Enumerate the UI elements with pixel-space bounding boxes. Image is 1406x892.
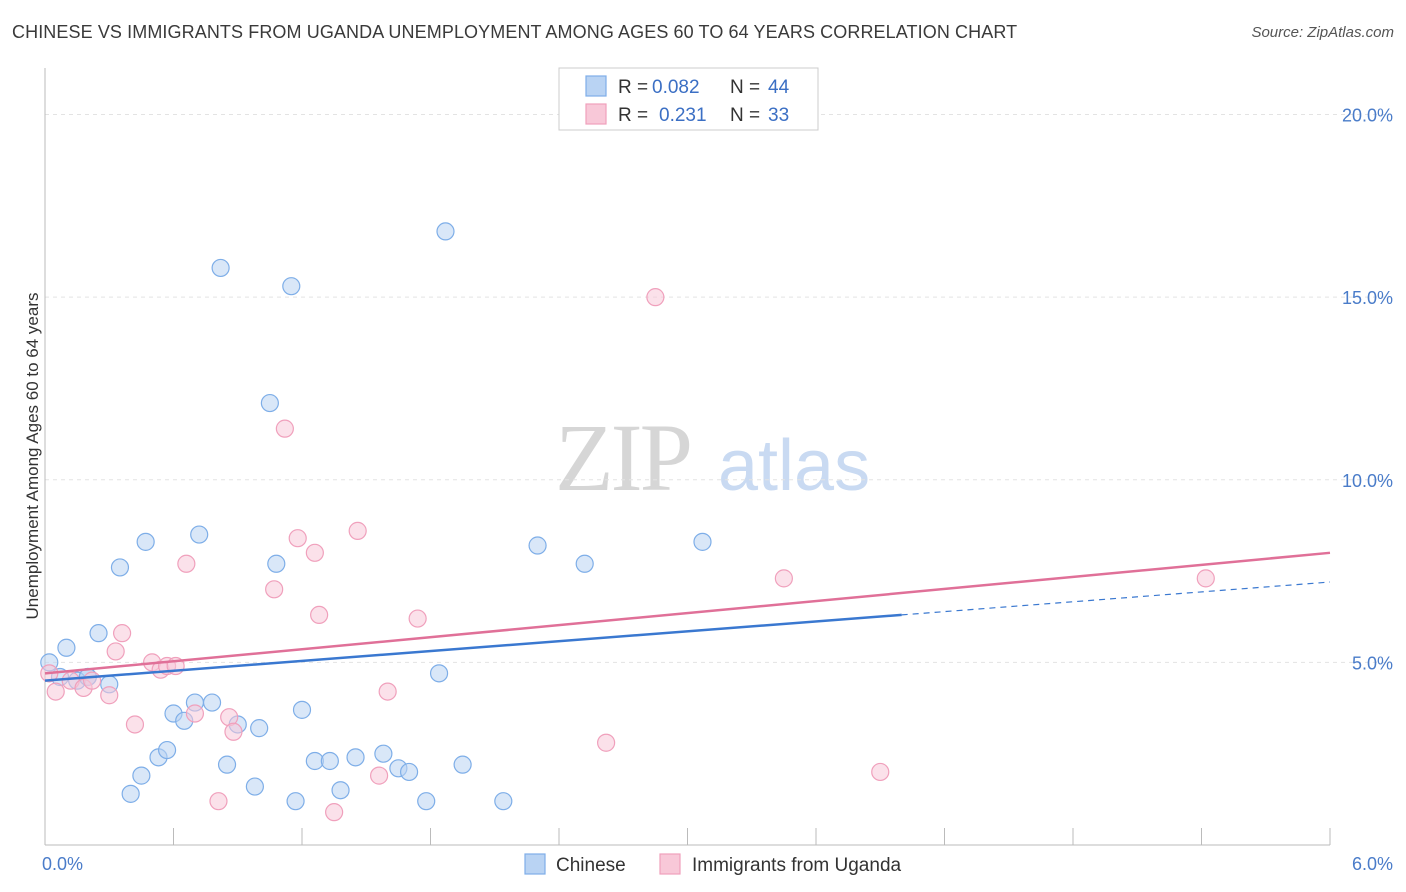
point-uganda-25 [370, 766, 389, 785]
legend-n-label-2: N = [730, 105, 760, 126]
point-chinese-9 [132, 766, 151, 785]
point-uganda-20 [288, 529, 307, 548]
point-uganda-19 [275, 419, 294, 438]
point-chinese-30 [331, 781, 350, 800]
point-chinese-36 [429, 664, 449, 683]
point-uganda-26 [378, 682, 397, 701]
point-uganda-6 [106, 642, 125, 661]
legend-n-label-1: N = [730, 77, 760, 98]
legend-n-value-2: 33 [768, 105, 789, 126]
bottom-legend-label-uganda: Immigrants from Uganda [692, 855, 902, 876]
point-chinese-23 [260, 393, 279, 413]
grid-lines [45, 114, 1390, 663]
point-chinese-37 [436, 222, 455, 241]
legend-n-value-1: 44 [768, 77, 790, 98]
point-chinese-39 [494, 792, 513, 811]
point-chinese-38 [453, 755, 472, 774]
point-chinese-17 [202, 693, 222, 712]
series-legend: Chinese Immigrants from Uganda [524, 853, 902, 876]
point-uganda-24 [348, 521, 367, 540]
legend-swatch-chinese [585, 75, 607, 97]
y-tick-label-0: 5.0% [1352, 653, 1393, 673]
point-uganda-7 [112, 624, 132, 643]
point-chinese-16 [190, 525, 209, 544]
watermark-zip: ZIP [555, 404, 690, 511]
point-chinese-21 [245, 777, 264, 796]
point-chinese-19 [217, 755, 237, 774]
x-tick-labels: 0.0% 6.0% [42, 854, 1393, 874]
point-chinese-27 [292, 700, 312, 719]
point-chinese-8 [121, 784, 140, 803]
y-tick-labels: 5.0% 10.0% 15.0% 20.0% [1342, 106, 1393, 674]
point-chinese-5 [89, 624, 108, 643]
point-chinese-32 [374, 744, 393, 763]
correlation-legend: R = 0.082 N = 44 R = 0.231 N = 33 [558, 67, 819, 131]
point-chinese-18 [211, 258, 230, 278]
point-chinese-10 [136, 532, 155, 551]
x-tick-label-1: 6.0% [1352, 854, 1393, 874]
trend-chinese-extension [901, 581, 1331, 616]
y-tick-label-2: 15.0% [1342, 288, 1393, 308]
point-uganda-4 [83, 671, 102, 690]
y-axis-label: Unemployment Among Ages 60 to 64 years [23, 293, 42, 620]
point-uganda-8 [125, 715, 145, 734]
data-points [40, 222, 1215, 822]
point-chinese-41 [575, 554, 594, 573]
bottom-legend-swatch-chinese [524, 853, 546, 875]
point-uganda-30 [774, 569, 793, 588]
point-uganda-23 [325, 803, 344, 822]
chart-source: Source: ZipAtlas.com [1251, 24, 1394, 41]
legend-r-label-1: R = [618, 77, 648, 98]
point-chinese-2 [57, 638, 76, 657]
point-uganda-14 [185, 704, 205, 723]
point-chinese-12 [157, 740, 177, 760]
point-uganda-5 [100, 686, 119, 705]
point-uganda-13 [177, 554, 196, 573]
point-chinese-22 [250, 719, 269, 738]
point-uganda-21 [305, 543, 324, 562]
point-chinese-24 [267, 554, 286, 573]
legend-r-value-2: 0.231 [659, 105, 707, 126]
point-chinese-25 [282, 277, 301, 296]
point-uganda-31 [871, 762, 890, 782]
x-tick-label-0: 0.0% [42, 854, 83, 874]
bottom-legend-swatch-uganda [659, 853, 681, 875]
bottom-legend-label-chinese: Chinese [556, 855, 626, 876]
point-chinese-7 [110, 558, 130, 577]
point-uganda-15 [209, 792, 228, 811]
point-uganda-29 [646, 288, 665, 307]
point-uganda-18 [265, 580, 284, 599]
trend-lines [44, 551, 1331, 682]
point-chinese-35 [417, 792, 436, 811]
point-chinese-40 [528, 536, 547, 555]
point-chinese-31 [346, 748, 365, 767]
chart-title: CHINESE VS IMMIGRANTS FROM UGANDA UNEMPL… [12, 22, 1018, 42]
legend-r-label-2: R = [618, 105, 648, 126]
legend-swatch-uganda [585, 103, 607, 125]
point-chinese-42 [693, 532, 712, 551]
legend-r-value-1: 0.082 [652, 77, 700, 98]
trend-uganda [44, 551, 1331, 675]
point-uganda-17 [224, 722, 243, 741]
point-uganda-28 [597, 733, 616, 752]
point-uganda-1 [46, 682, 65, 701]
point-uganda-27 [408, 609, 427, 628]
y-tick-label-1: 10.0% [1342, 471, 1393, 491]
watermark-atlas: atlas [718, 426, 870, 506]
x-ticks [44, 828, 1331, 845]
point-uganda-32 [1196, 569, 1215, 588]
trend-chinese [44, 613, 902, 682]
y-tick-label-3: 20.0% [1342, 106, 1393, 126]
point-chinese-34 [399, 762, 419, 782]
point-uganda-22 [310, 605, 329, 625]
point-chinese-26 [286, 792, 305, 811]
point-chinese-29 [320, 751, 339, 771]
